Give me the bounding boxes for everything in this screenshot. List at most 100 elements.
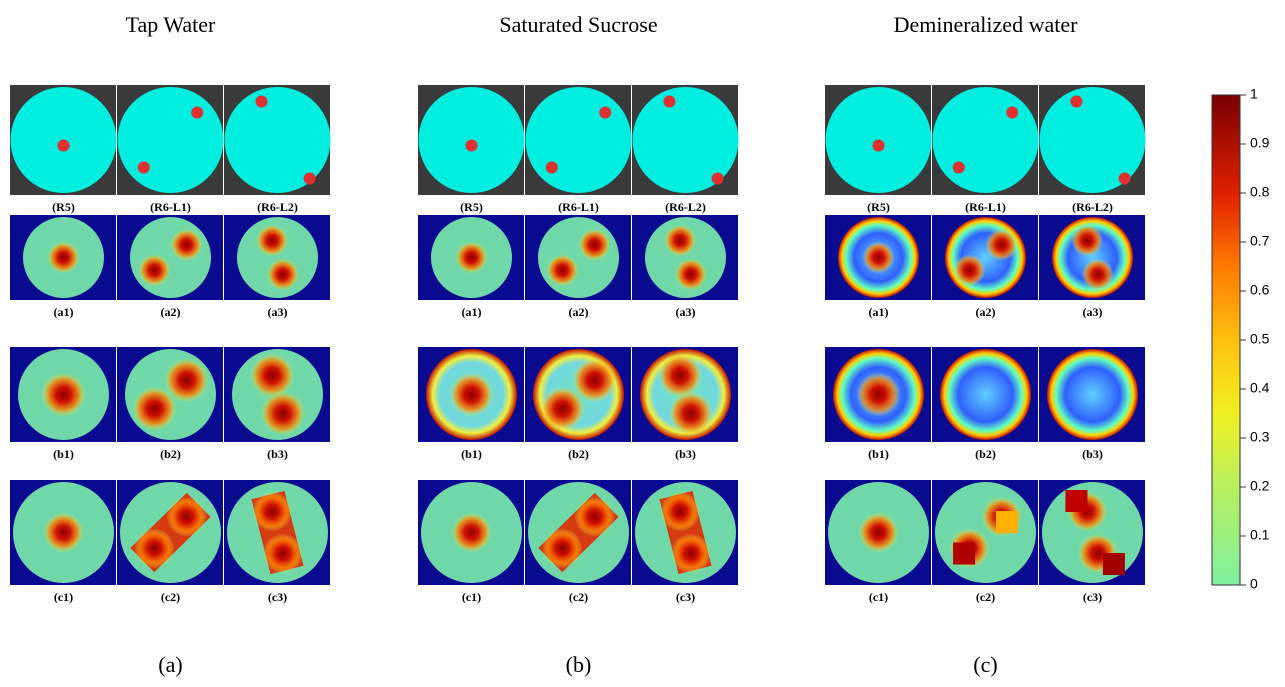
target-blob [658, 353, 703, 398]
image-label: (c2) [569, 590, 588, 604]
target-blob [856, 372, 901, 417]
target-blob [674, 258, 707, 291]
image-label: (b2) [160, 447, 181, 461]
image-label: (a1) [54, 305, 74, 319]
target-blob [166, 496, 207, 537]
target-blob [451, 512, 492, 553]
colorbar-tick-label: 0 [1250, 576, 1258, 592]
colorbar [1211, 94, 1241, 586]
image-disk [940, 349, 1031, 440]
image-disk [932, 87, 1039, 193]
target-dot [952, 161, 965, 174]
colorbar-tick-label: 0.8 [1250, 184, 1270, 200]
target-blob [134, 528, 175, 569]
target-blob [660, 491, 701, 532]
image-label: (c2) [976, 590, 995, 604]
target-blob [1071, 224, 1104, 257]
panel-caption: (a) [158, 652, 182, 677]
image-label: (R6-L1) [150, 200, 191, 214]
image-label: (R6-L2) [1072, 200, 1113, 214]
image-label: (b3) [1082, 447, 1103, 461]
image-label: (a3) [268, 305, 288, 319]
target-blob [670, 533, 711, 574]
image-label: (c3) [1083, 590, 1102, 604]
target-dot [599, 106, 612, 119]
target-dot [711, 172, 724, 185]
colorbar-tick-label: 1 [1250, 86, 1258, 102]
target-square [1102, 553, 1125, 575]
target-blob [546, 254, 579, 287]
target-square [1065, 490, 1088, 512]
colorbar-tick-label: 0.4 [1250, 380, 1270, 396]
image-label: (c2) [161, 590, 180, 604]
image-label: (a2) [569, 305, 589, 319]
target-blob [1081, 258, 1114, 291]
target-blob [664, 224, 697, 257]
image-label: (c3) [268, 590, 287, 604]
target-blob [455, 241, 488, 274]
colorbar-tick-label: 0.1 [1250, 527, 1270, 543]
panel-caption: (b) [566, 652, 592, 677]
image-disk [525, 87, 632, 193]
image-disk [117, 87, 224, 193]
image-disk [224, 87, 331, 193]
target-dot [1118, 172, 1131, 185]
image-label: (b1) [868, 447, 889, 461]
target-blob [858, 512, 899, 553]
target-blob [574, 496, 615, 537]
image-disk [1047, 349, 1138, 440]
image-label: (b1) [461, 447, 482, 461]
image-disk [538, 217, 619, 298]
target-blob [170, 228, 203, 261]
target-blob [578, 228, 611, 261]
colorbar-tick-label: 0.6 [1250, 282, 1270, 298]
image-label: (a2) [161, 305, 181, 319]
target-blob [164, 358, 209, 403]
image-label: (c1) [54, 590, 73, 604]
image-disk [945, 217, 1026, 298]
target-blob [132, 386, 177, 431]
target-square [995, 511, 1018, 533]
image-disk [935, 482, 1036, 583]
target-dot [137, 161, 150, 174]
image-label: (b1) [53, 447, 74, 461]
target-blob [262, 533, 303, 574]
target-blob [668, 391, 713, 436]
target-blob [41, 372, 86, 417]
target-dot [1006, 106, 1019, 119]
target-blob [540, 386, 585, 431]
target-blob [250, 353, 295, 398]
target-blob [260, 391, 305, 436]
panel-title: Tap Water [126, 12, 216, 37]
image-label: (a1) [869, 305, 889, 319]
target-dot [57, 139, 70, 152]
image-label: (a3) [676, 305, 696, 319]
colorbar-tick-label: 0.3 [1250, 429, 1270, 445]
target-blob [572, 358, 617, 403]
image-label: (R6-L1) [965, 200, 1006, 214]
target-dot [545, 161, 558, 174]
panel-title: Saturated Sucrose [499, 12, 657, 37]
panel-title: Demineralized water [894, 12, 1079, 37]
image-label: (b3) [675, 447, 696, 461]
image-label: (b3) [267, 447, 288, 461]
panel-caption: (c) [973, 652, 997, 677]
target-dot [191, 106, 204, 119]
target-blob [985, 228, 1018, 261]
image-label: (a1) [462, 305, 482, 319]
image-label: (c3) [676, 590, 695, 604]
image-label: (R5) [867, 200, 890, 214]
colorbar-tick-label: 0.9 [1250, 135, 1270, 151]
image-disk [632, 87, 739, 193]
target-blob [256, 224, 289, 257]
target-blob [138, 254, 171, 287]
target-blob [43, 512, 84, 553]
image-label: (R6-L2) [257, 200, 298, 214]
target-blob [266, 258, 299, 291]
target-blob [252, 491, 293, 532]
target-blob [542, 528, 583, 569]
image-label: (c1) [869, 590, 888, 604]
image-label: (b2) [975, 447, 996, 461]
image-disk [130, 217, 211, 298]
